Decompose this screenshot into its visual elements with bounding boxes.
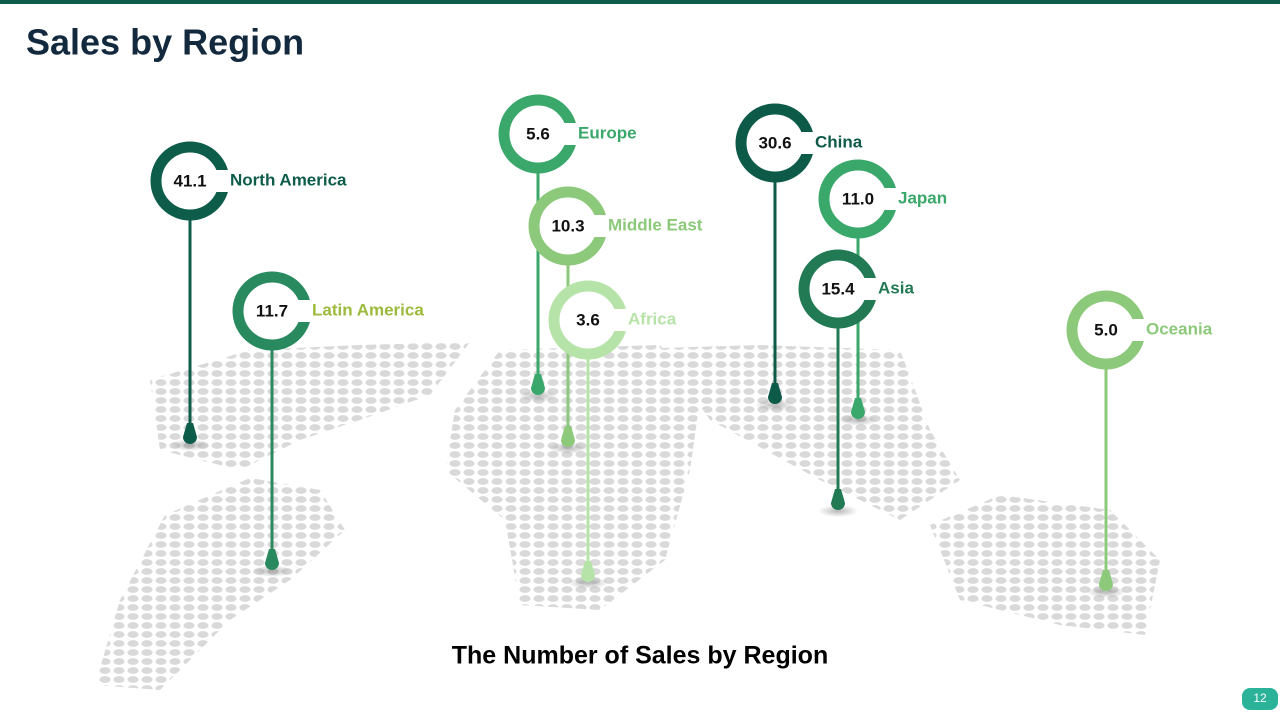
pin-shadow <box>818 505 858 517</box>
region-label: China <box>815 132 863 151</box>
pin-shadow <box>548 442 588 454</box>
label-tab <box>1106 319 1217 341</box>
region-label: Japan <box>898 188 947 207</box>
pin-drop <box>831 489 845 510</box>
world-map <box>95 342 1160 690</box>
pin: North America 41.1 <box>150 141 351 451</box>
pin-shadow <box>252 565 292 577</box>
pin: Africa 3.6 <box>548 280 681 589</box>
pin-drop <box>851 398 865 419</box>
region-label: Latin America <box>312 300 424 319</box>
pin-drop <box>265 549 279 570</box>
slide-title: Sales by Region <box>26 22 304 63</box>
pin: Europe 5.6 <box>498 94 641 402</box>
pin-shadow <box>1086 586 1126 598</box>
label-tab <box>858 188 952 210</box>
label-tab <box>538 123 641 145</box>
caption: The Number of Sales by Region <box>452 642 828 670</box>
region-value: 3.6 <box>576 310 600 329</box>
region-value: 41.1 <box>173 171 206 190</box>
region-label: North America <box>230 170 347 189</box>
pin: Latin America 11.7 <box>232 271 428 577</box>
pin: Oceania 5.0 <box>1066 290 1217 598</box>
label-tab <box>272 300 428 322</box>
label-tab <box>568 215 707 237</box>
pin-drop <box>561 426 575 447</box>
region-label: Middle East <box>608 215 703 234</box>
region-value: 15.4 <box>821 279 855 298</box>
pin-shadow <box>170 439 210 451</box>
pin-drop <box>1099 570 1113 591</box>
pins: North America 41.1 Latin America 11.7 Europe… <box>150 94 1217 598</box>
pin: China 30.6 <box>735 103 867 411</box>
page-number: 12 <box>1253 691 1267 705</box>
region-label: Europe <box>578 123 637 142</box>
label-tab <box>838 278 918 300</box>
region-label: Africa <box>628 309 677 328</box>
region-label: Oceania <box>1146 319 1213 338</box>
region-label: Asia <box>878 278 914 297</box>
region-value: 10.3 <box>551 216 584 235</box>
pin-drop <box>768 383 782 404</box>
pin-shadow <box>568 577 608 589</box>
region-value: 11.0 <box>842 189 874 208</box>
pin-shadow <box>838 414 878 426</box>
region-value: 30.6 <box>758 133 791 152</box>
pin-shadow <box>518 390 558 402</box>
page-badge <box>1242 688 1278 710</box>
region-value: 5.6 <box>526 124 550 143</box>
pin: Asia 15.4 <box>798 249 918 517</box>
region-value: 11.7 <box>256 301 288 320</box>
top-bar <box>0 0 1280 4</box>
pin-shadow <box>755 399 795 411</box>
region-value: 5.0 <box>1094 320 1118 339</box>
pin: Japan 11.0 <box>818 159 952 426</box>
pin-drop <box>183 423 197 444</box>
label-tab <box>190 170 351 192</box>
pin-drop <box>581 561 595 582</box>
label-tab <box>588 309 681 331</box>
label-tab <box>775 132 867 154</box>
pin-drop <box>531 374 545 395</box>
